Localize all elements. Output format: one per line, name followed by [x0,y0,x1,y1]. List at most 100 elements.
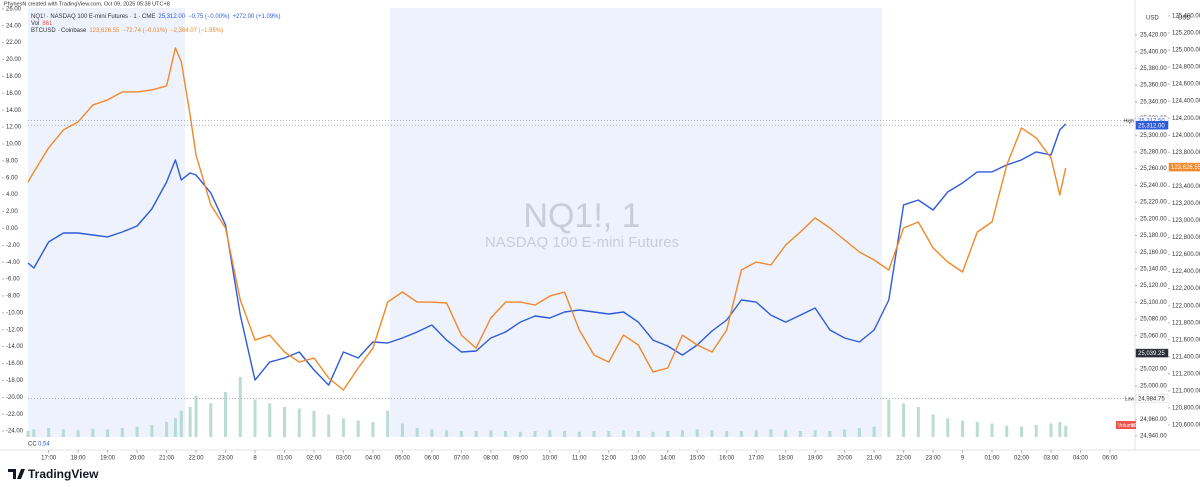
volume-bar [607,431,611,437]
session-shade [390,8,882,437]
y-tick-label: 6.00 [6,175,18,181]
legend-item: 123,626.55 [89,28,120,34]
x-tick-label: 20:00 [837,456,853,462]
volume-bar [695,429,699,437]
legend-item: NQ1! · NASDAQ 100 E-mini Futures · 1 · C… [31,14,155,20]
volume-badge-name: Volume [1118,423,1135,429]
volume-bar [297,408,301,437]
volume-bar [636,431,640,437]
volume-bar [902,403,906,437]
y-tick-label: 121,600.00 [1172,337,1200,343]
x-tick-label: 17:00 [749,456,765,462]
volume-bar [32,429,36,437]
y-tick-label: 124,200.00 [1172,116,1200,122]
volume-bar [209,403,213,437]
legend-item: 25,312.00 [158,14,185,20]
x-tick-label: 05:00 [395,456,411,462]
x-tick-label: 17:00 [41,456,57,462]
x-tick-label: 14:00 [660,456,676,462]
y-tick-label: 25,420.00 [1140,33,1167,39]
y-tick-label: -6.00 [6,277,20,283]
volume-bar [47,428,51,437]
x-tick-label: 16:00 [719,456,735,462]
logo: TradingView [8,467,99,481]
x-tick-label: 10:00 [542,456,558,462]
y-tick-label: 123,200.00 [1172,201,1200,207]
price-label: 25,312.00 [1138,123,1165,129]
y-tick-label: 25,240.00 [1140,183,1167,189]
logo-text: TradingView [28,467,99,481]
price-label-box [1135,394,1169,403]
volume-bar [150,425,154,437]
volume-bar [946,418,950,437]
x-tick-label: 09:00 [513,456,529,462]
y-tick-label: 0.00 [6,226,18,232]
series-line [27,47,1067,391]
price-label-box [1168,162,1200,172]
volume-bar [680,430,684,437]
x-tick-label: 06:00 [1102,456,1118,462]
y-tick-label: 123,800.00 [1172,150,1200,156]
x-tick-label: 9 [961,456,965,462]
y-tick-label: 124,000.00 [1172,133,1200,139]
y-tick-label: -12.00 [6,327,24,333]
volume-bar [430,429,434,437]
indicator-name: CC [28,442,37,448]
x-tick-label: 08:00 [483,456,499,462]
y-tick-label: 25,220.00 [1140,200,1167,206]
y-tick-label: 125,000.00 [1172,48,1200,54]
price-label-box [1135,348,1169,358]
x-tick-label: 03:00 [1043,456,1059,462]
x-tick-label: 13:00 [631,456,647,462]
y-tick-label: 25,340.00 [1140,99,1167,105]
y-tick-label: 124,400.00 [1172,99,1200,105]
axis-unit: USD [1146,16,1159,22]
series-line [27,123,1067,386]
volume-bar [445,430,449,437]
x-tick-label: 07:00 [454,456,470,462]
volume-bar [961,420,965,437]
volume-badge [1116,421,1136,429]
volume-bar [224,392,228,437]
volume-bar [1049,423,1053,437]
volume-bar [1019,426,1023,437]
y-tick-label: -14.00 [6,344,24,350]
legend-item: −2,364.07 (−1.95%) [170,28,223,34]
price-label: 25,039.25 [1138,351,1165,357]
volume-bar [990,423,994,437]
y-tick-label: 25,140.00 [1140,266,1167,272]
legend: BTCUSD · Coinbase 123,626.55 −72.74 (−0.01… [31,28,223,34]
y-tick-label: 121,200.00 [1172,371,1200,377]
volume-bar [61,429,65,437]
volume-bar [1005,425,1009,437]
y-tick-label: 18.00 [6,74,22,80]
x-tick-label: 11:00 [572,456,587,462]
price-label: 123,626.55 [1171,165,1200,171]
x-tick-label: 12:00 [601,456,617,462]
volume-bar [91,428,95,437]
x-tick-label: 19:00 [100,456,116,462]
volume-badge-value: 861 [1131,423,1140,429]
volume-bar [400,423,404,437]
y-tick-label: 25,360.00 [1140,83,1167,89]
y-tick-label: -4.00 [6,260,20,266]
y-tick-label: 121,400.00 [1172,354,1200,360]
y-tick-label: 121,800.00 [1172,320,1200,326]
volume-bar [622,430,626,437]
volume-bar [1034,425,1038,437]
legend-item: Vol [31,21,39,27]
y-tick-label: 22.00 [6,40,22,46]
volume-bar [769,429,773,437]
y-tick-label: -10.00 [6,310,24,316]
volume-bar [798,431,802,437]
x-tick-label: 21:00 [159,456,175,462]
volume-bar [386,410,390,437]
y-tick-label: 12.00 [6,125,22,131]
y-tick-label: 122,000.00 [1172,303,1200,309]
logo-icon [8,469,25,479]
volume-bar [188,407,192,437]
y-tick-label: 16.00 [6,91,22,97]
volume-bar [356,420,360,437]
x-tick-label: 21:00 [867,456,883,462]
x-tick-label: 22:00 [189,456,205,462]
